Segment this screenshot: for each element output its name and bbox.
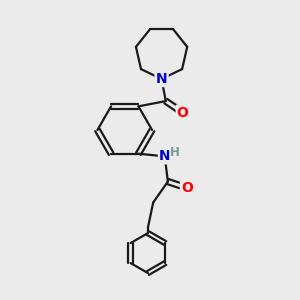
Text: O: O: [181, 181, 193, 195]
Text: N: N: [156, 72, 167, 86]
Text: H: H: [170, 146, 180, 159]
Text: N: N: [156, 72, 167, 86]
Text: N: N: [159, 149, 170, 163]
Text: O: O: [177, 106, 188, 120]
